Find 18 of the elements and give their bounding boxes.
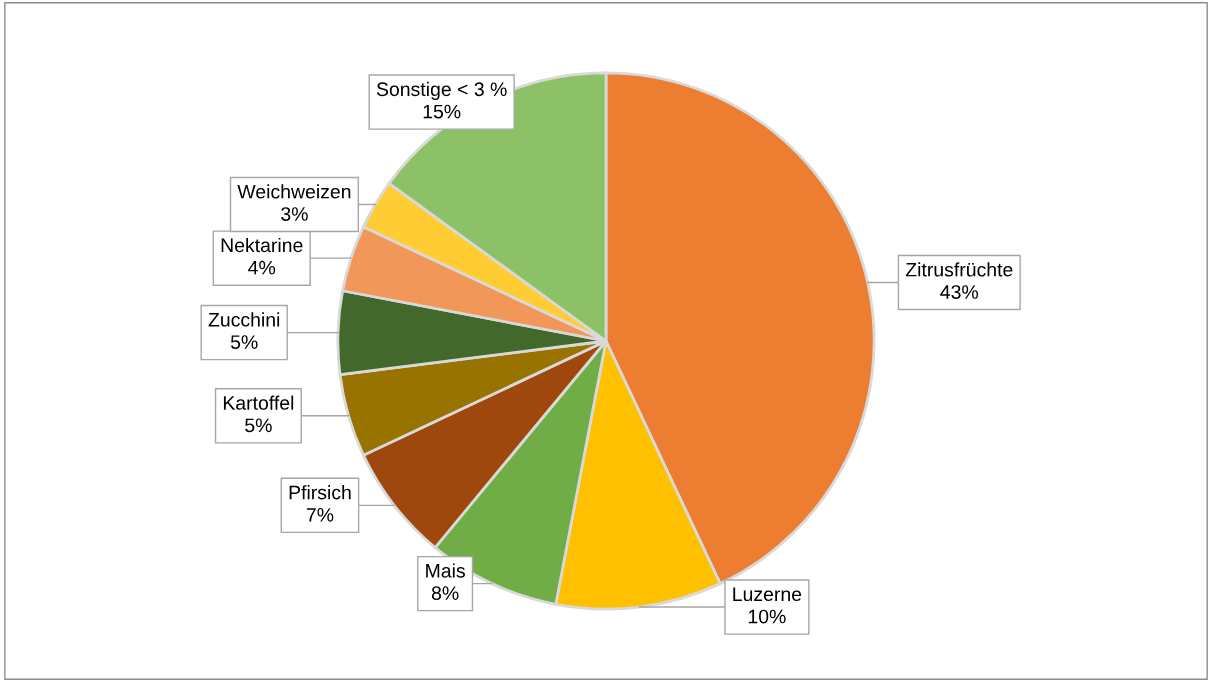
data-label: 5% — [230, 335, 258, 349]
data-label: 43% — [940, 285, 979, 299]
slice-label: Sonstige < 3 % — [376, 81, 507, 100]
slice-label: Nektarine — [221, 237, 303, 253]
data-label: 8% — [431, 586, 459, 601]
data-label: 4% — [248, 260, 276, 275]
slice-label: Luzerne — [733, 587, 802, 602]
slice-label: Pfirsich — [289, 485, 351, 500]
data-label: 15% — [423, 104, 461, 119]
slice-label: Mais — [426, 563, 465, 578]
data-label: 7% — [306, 508, 334, 522]
data-label: 3% — [281, 207, 308, 221]
slice-label: Weichweizen — [237, 184, 351, 199]
data-label: 5% — [245, 418, 272, 433]
data-label: 10% — [748, 609, 786, 624]
slice-label: Zucchini — [208, 312, 280, 327]
slice-label: Kartoffel — [223, 395, 294, 410]
slice-label: Zitrusfrüchte — [905, 262, 1013, 277]
